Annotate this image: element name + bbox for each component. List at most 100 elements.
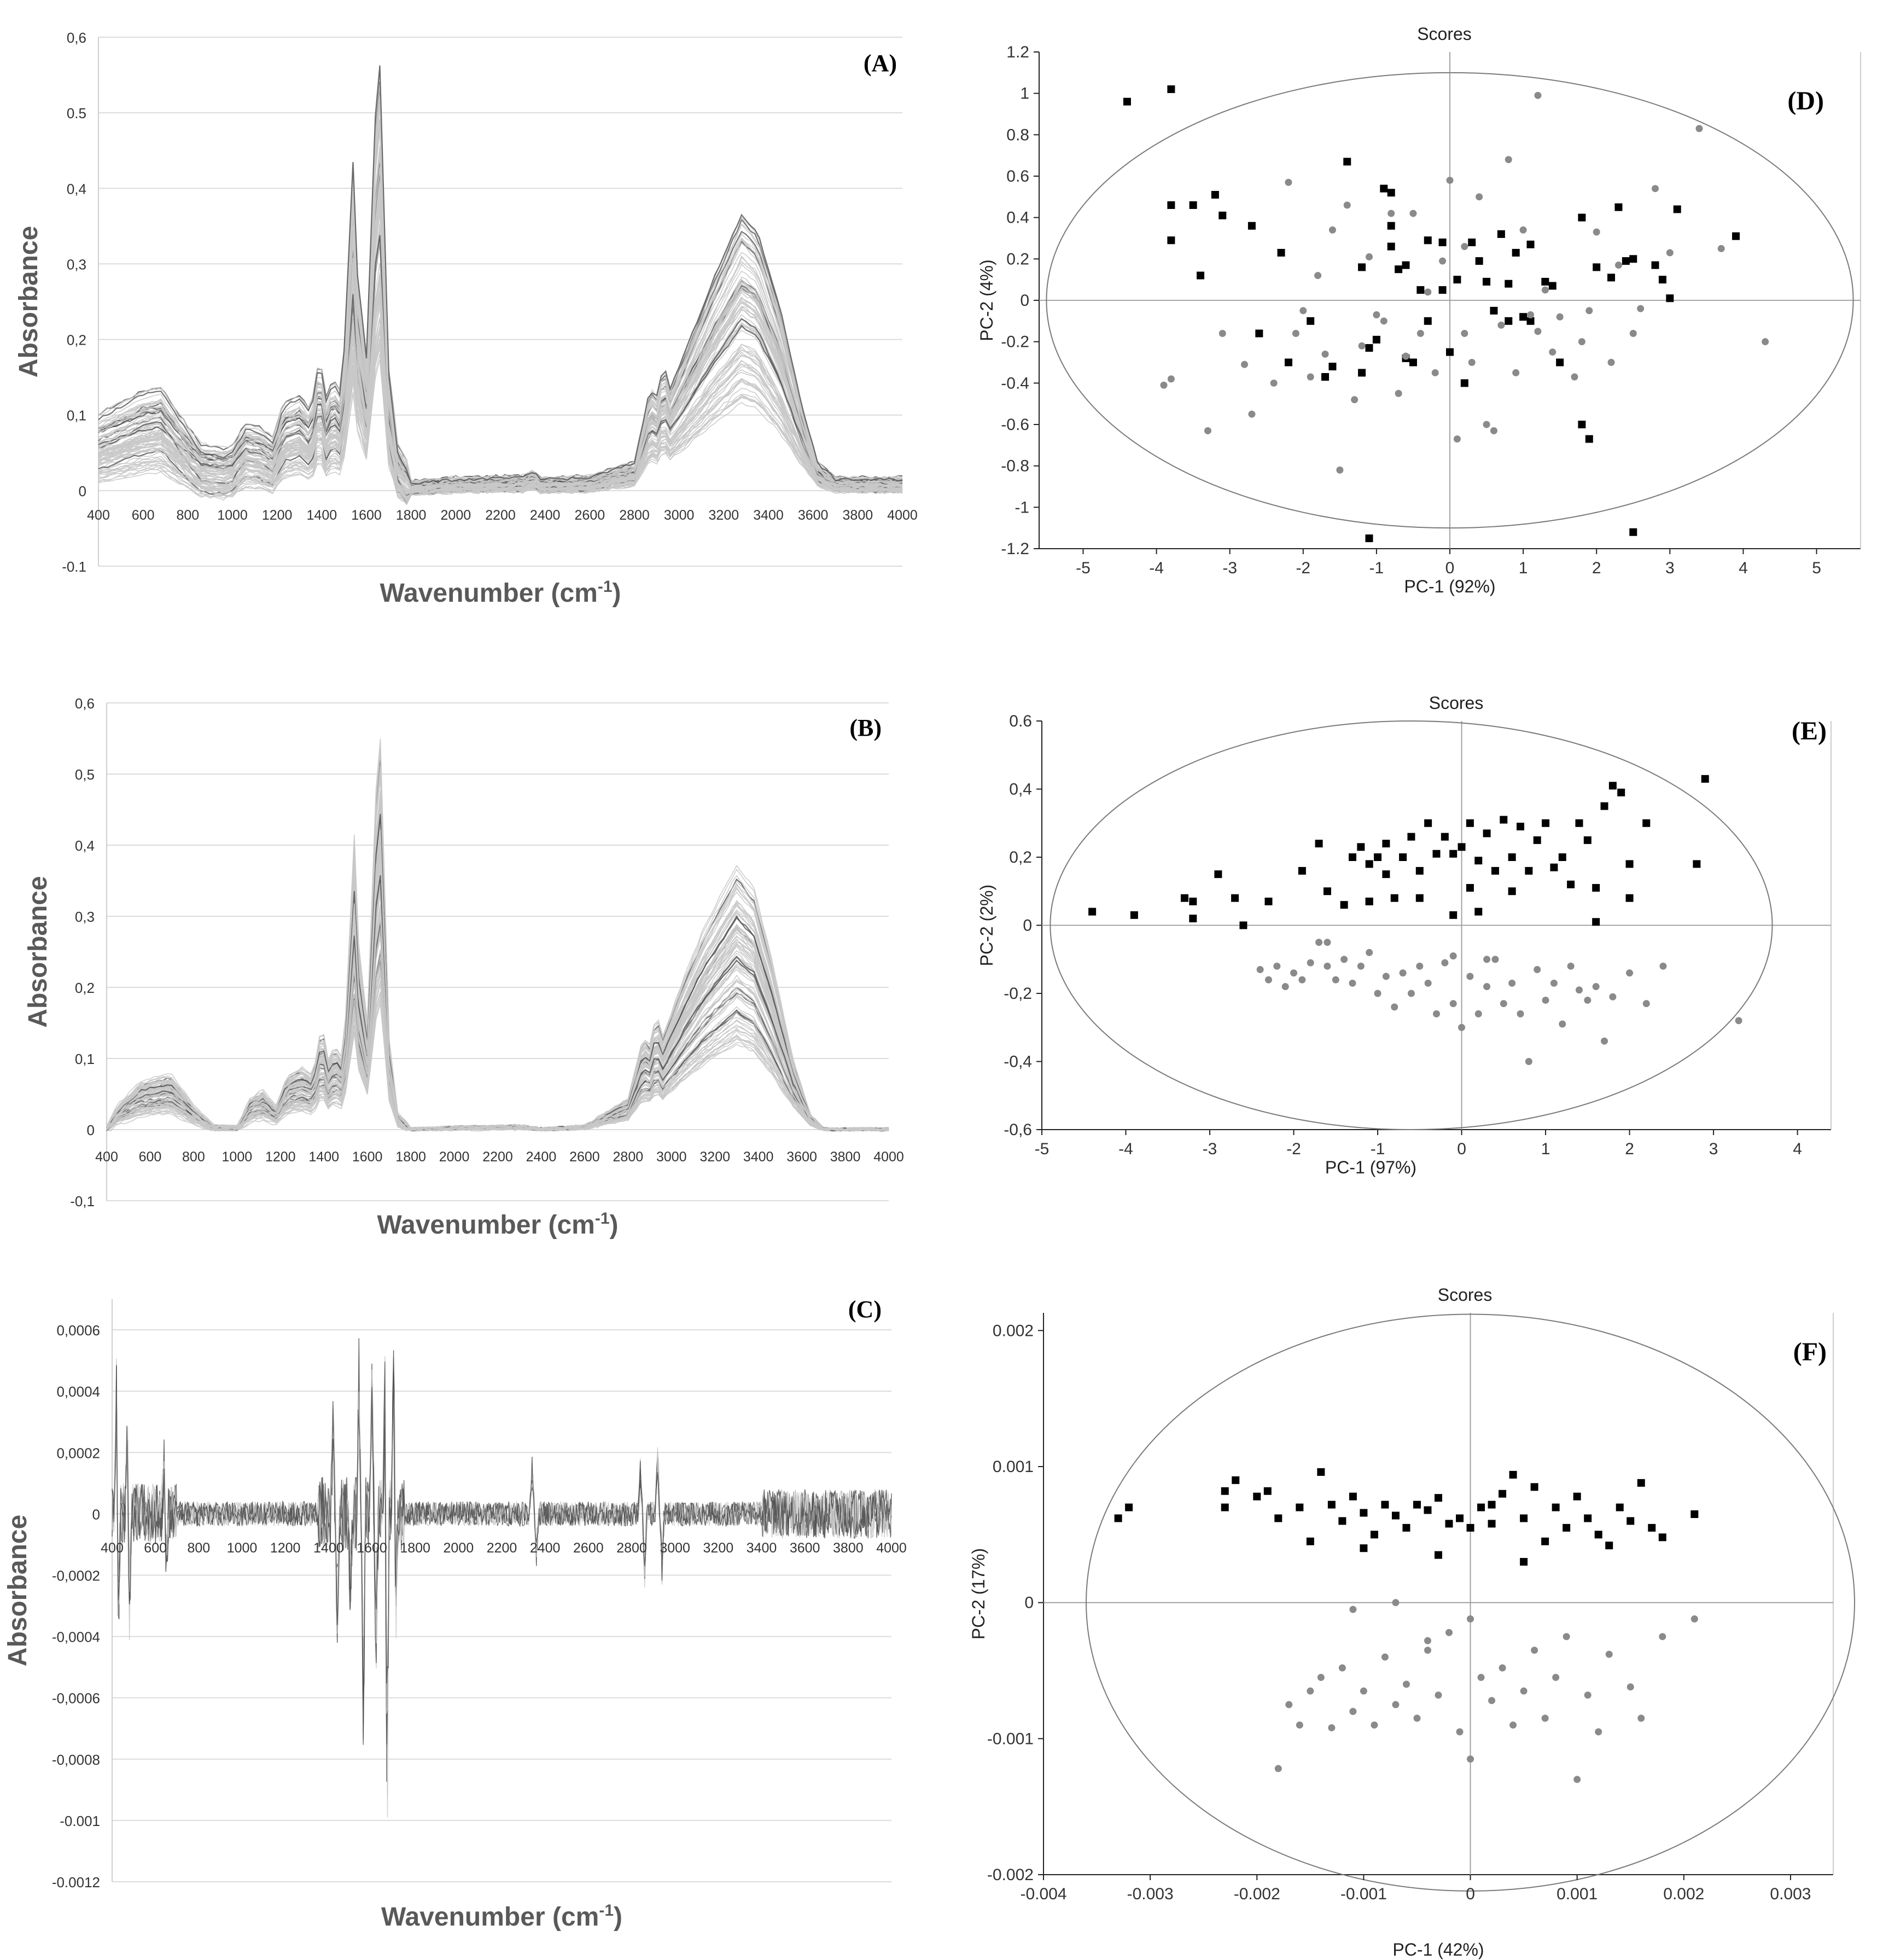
- data-point-square: [1573, 1492, 1581, 1500]
- data-point-circle: [1441, 959, 1449, 967]
- data-point-square: [1214, 870, 1222, 879]
- data-point-square: [1219, 211, 1227, 219]
- data-point-square: [1340, 901, 1348, 909]
- x-tick-label: 1800: [396, 508, 427, 523]
- y-tick-label: -0.002: [987, 1866, 1034, 1884]
- data-point-square: [1625, 894, 1634, 902]
- x-tick-label: 2: [1625, 1140, 1634, 1158]
- data-point-circle: [1256, 966, 1264, 973]
- y-tick-label: 0.5: [67, 105, 86, 121]
- y-axis-title: PC-2 (2%): [977, 885, 996, 966]
- data-point-square: [1395, 265, 1403, 274]
- x-tick-label: 2: [1592, 559, 1601, 577]
- spectrum-line: [98, 202, 903, 482]
- data-point-square: [1585, 435, 1593, 443]
- spectrum-line: [106, 766, 889, 1132]
- data-point-circle: [1321, 350, 1329, 358]
- data-point-square: [1614, 203, 1623, 211]
- data-point-square: [1474, 908, 1483, 916]
- x-tick-label: -5: [1076, 559, 1091, 577]
- data-point-square: [1197, 271, 1205, 280]
- data-point-square: [1558, 853, 1566, 861]
- spectrum-line: [98, 184, 903, 498]
- y-tick-label: -0.8: [1001, 457, 1029, 475]
- x-tick-label: 3600: [786, 1149, 817, 1165]
- data-point-square: [1365, 534, 1373, 543]
- y-tick-label: 0.4: [1006, 209, 1029, 227]
- data-point-circle: [1491, 956, 1499, 963]
- x-tick-label: 2800: [613, 1149, 644, 1165]
- data-point-circle: [1292, 330, 1299, 338]
- data-point-square: [1642, 819, 1651, 827]
- data-point-square: [1616, 1503, 1624, 1511]
- data-point-square: [1402, 261, 1410, 269]
- x-tick-label: 3000: [660, 1540, 690, 1556]
- data-point-circle: [1399, 969, 1407, 977]
- y-tick-label: -0.2: [1001, 333, 1029, 351]
- y-tick-label: 0,2: [75, 980, 95, 996]
- data-point-square: [1466, 884, 1474, 892]
- data-point-square: [1211, 191, 1219, 199]
- data-point-square: [1382, 870, 1390, 879]
- data-point-square: [1542, 819, 1550, 827]
- data-point-circle: [1607, 359, 1615, 366]
- data-point-square: [1525, 866, 1533, 875]
- data-point-circle: [1556, 313, 1564, 321]
- data-point-circle: [1392, 1599, 1400, 1607]
- data-point-square: [1488, 1500, 1496, 1509]
- y-tick-label: -0,0002: [52, 1567, 100, 1584]
- y-tick-label: 0.001: [993, 1458, 1034, 1476]
- data-point-circle: [1424, 979, 1432, 987]
- spectrum-line: [98, 120, 903, 496]
- data-point-circle: [1531, 1647, 1538, 1654]
- data-point-square: [1387, 222, 1395, 230]
- data-point-square: [1382, 840, 1390, 848]
- data-point-circle: [1298, 976, 1306, 984]
- data-point-circle: [1366, 949, 1373, 956]
- data-point-square: [1483, 829, 1491, 837]
- x-tick-label: -1: [1371, 1140, 1385, 1158]
- spectrum-line: [98, 71, 903, 486]
- x-tick-label: 3200: [699, 1149, 730, 1165]
- data-point-square: [1284, 358, 1292, 367]
- data-point-circle: [1388, 210, 1395, 217]
- data-point-square: [1306, 1537, 1314, 1545]
- x-axis-title: PC-1 (97%): [1325, 1158, 1416, 1177]
- x-tick-label: 600: [139, 1149, 162, 1165]
- data-point-circle: [1413, 1714, 1421, 1722]
- y-axis-title: Absorbance: [14, 226, 43, 377]
- y-tick-label: 0,6: [67, 30, 86, 46]
- data-point-circle: [1358, 342, 1366, 350]
- x-tick-label: 800: [176, 508, 199, 523]
- y-axis-title: Absorbance: [24, 876, 53, 1027]
- y-tick-label: 0,4: [1009, 781, 1032, 799]
- data-point-square: [1123, 97, 1131, 106]
- data-point-circle: [1541, 1714, 1549, 1722]
- data-point-square: [1365, 860, 1373, 868]
- data-point-circle: [1416, 330, 1424, 338]
- spectra-lines: [112, 1338, 892, 1818]
- data-point-circle: [1307, 959, 1314, 967]
- data-point-circle: [1449, 1000, 1457, 1008]
- y-tick-label: 0.2: [1006, 250, 1029, 268]
- data-point-square: [1474, 857, 1483, 865]
- data-point-square: [1453, 276, 1461, 284]
- spectrum-line: [106, 829, 889, 1131]
- data-point-circle: [1690, 1615, 1698, 1623]
- data-point-square: [1567, 880, 1575, 888]
- spectrum-line: [98, 307, 903, 504]
- spectrum-line: [112, 1356, 892, 1714]
- data-point-circle: [1534, 328, 1542, 335]
- data-point-circle: [1584, 1691, 1591, 1699]
- y-tick-label: 0: [87, 1122, 95, 1138]
- data-point-circle: [1488, 1697, 1496, 1705]
- data-point-square: [1387, 189, 1395, 197]
- data-point-circle: [1593, 228, 1600, 236]
- x-tick-label: -4: [1149, 559, 1164, 577]
- spectrum-line: [112, 1362, 892, 1740]
- spectrum-line: [98, 318, 903, 504]
- spectrum-line: [112, 1357, 892, 1782]
- data-point-circle: [1431, 369, 1439, 376]
- data-point-circle: [1264, 976, 1272, 984]
- data-point-circle: [1349, 979, 1356, 987]
